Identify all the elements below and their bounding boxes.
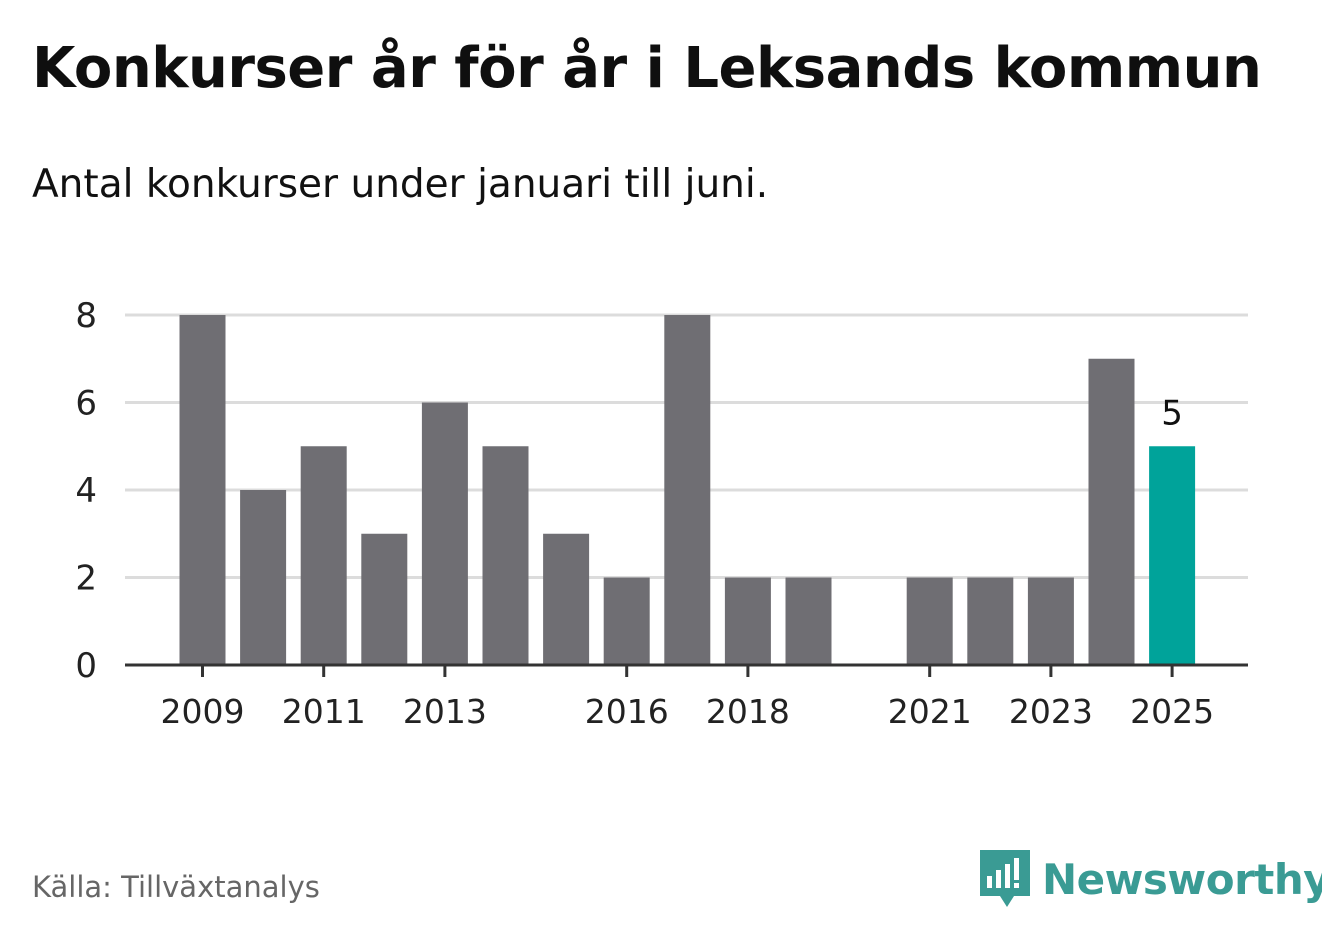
bar (361, 533, 408, 665)
data-label: 5 (1161, 393, 1183, 433)
newsworthy-logo-icon (980, 850, 1030, 907)
bar (300, 446, 347, 665)
y-tick-label: 6 (75, 384, 97, 424)
bar (1088, 358, 1135, 665)
source-note: Källa: Tillväxtanalys (32, 870, 320, 904)
bar (240, 490, 287, 665)
bar (482, 446, 529, 665)
bar (724, 577, 771, 665)
brand-logo: Newsworthy (980, 850, 1322, 908)
bar (421, 402, 468, 665)
bar (785, 577, 832, 665)
y-tick-label: 2 (75, 559, 97, 599)
bar (543, 533, 590, 665)
bar (967, 577, 1014, 665)
bar (1027, 577, 1074, 665)
x-tick-label: 2009 (161, 692, 245, 731)
y-tick-label: 8 (75, 296, 97, 336)
bar (664, 315, 711, 665)
bar (1149, 446, 1196, 665)
brand-name: Newsworthy (1042, 854, 1322, 904)
y-tick-label: 4 (75, 471, 97, 511)
y-tick-label: 0 (75, 646, 97, 686)
x-tick-label: 2013 (403, 692, 487, 731)
x-tick-label: 2021 (888, 692, 972, 731)
x-tick-label: 2011 (282, 692, 366, 731)
x-tick-label: 2016 (585, 692, 669, 731)
chart-subtitle: Antal konkurser under januari till juni. (32, 162, 769, 207)
x-tick-label: 2025 (1130, 692, 1214, 731)
bar (179, 315, 226, 665)
x-tick-label: 2023 (1009, 692, 1093, 731)
bar (906, 577, 953, 665)
chart-title: Konkurser år för år i Leksands kommun (32, 36, 1262, 101)
x-tick-label: 2018 (706, 692, 790, 731)
bar (603, 577, 650, 665)
